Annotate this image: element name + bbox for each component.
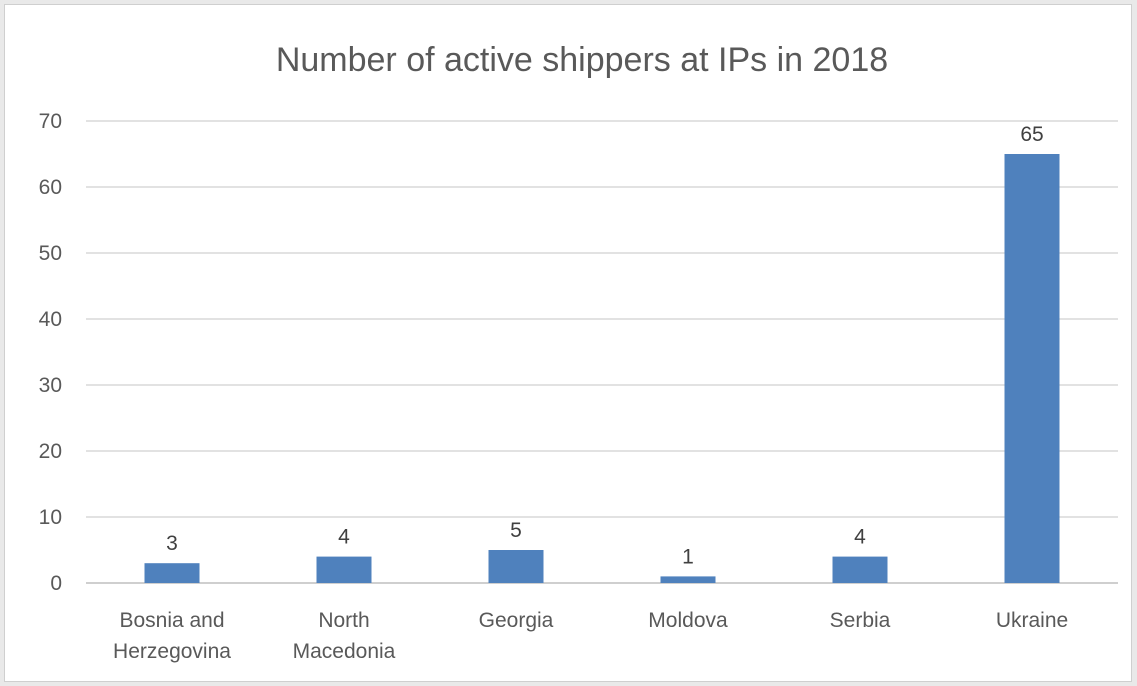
bar	[488, 550, 544, 583]
category-label: Serbia	[830, 609, 891, 632]
bar	[1004, 154, 1060, 583]
bars	[144, 154, 1060, 583]
data-label: 1	[682, 545, 694, 568]
data-labels: 3 4 5 1 4 65	[166, 123, 1044, 568]
y-tick-label: 40	[39, 308, 62, 331]
y-tick-label: 70	[39, 110, 62, 133]
y-tick-label: 10	[39, 506, 62, 529]
y-axis-tick-labels: 0 10 20 30 40 50 60 70	[39, 110, 62, 595]
y-tick-label: 30	[39, 374, 62, 397]
category-label: Georgia	[479, 609, 554, 632]
category-label: Macedonia	[293, 640, 396, 663]
data-label: 4	[338, 526, 350, 549]
data-label: 4	[854, 526, 866, 549]
category-label: Ukraine	[996, 609, 1068, 632]
category-label: Moldova	[648, 609, 728, 632]
data-label: 3	[166, 532, 178, 555]
category-labels: Bosnia and Herzegovina North Macedonia Georg…	[113, 609, 1068, 663]
category-label: Bosnia and	[119, 609, 224, 632]
category-label: North	[318, 609, 369, 632]
gridlines	[86, 120, 1118, 584]
data-label: 65	[1020, 123, 1043, 146]
bar	[660, 576, 716, 583]
y-tick-label: 60	[39, 176, 62, 199]
category-label: Herzegovina	[113, 640, 231, 663]
data-label: 5	[510, 519, 522, 542]
y-tick-label: 20	[39, 440, 62, 463]
bar	[144, 563, 200, 583]
chart-title: Number of active shippers at IPs in 2018	[276, 41, 888, 79]
bar	[832, 556, 888, 583]
y-tick-label: 50	[39, 242, 62, 265]
bar	[316, 556, 372, 583]
y-tick-label: 0	[50, 572, 62, 595]
